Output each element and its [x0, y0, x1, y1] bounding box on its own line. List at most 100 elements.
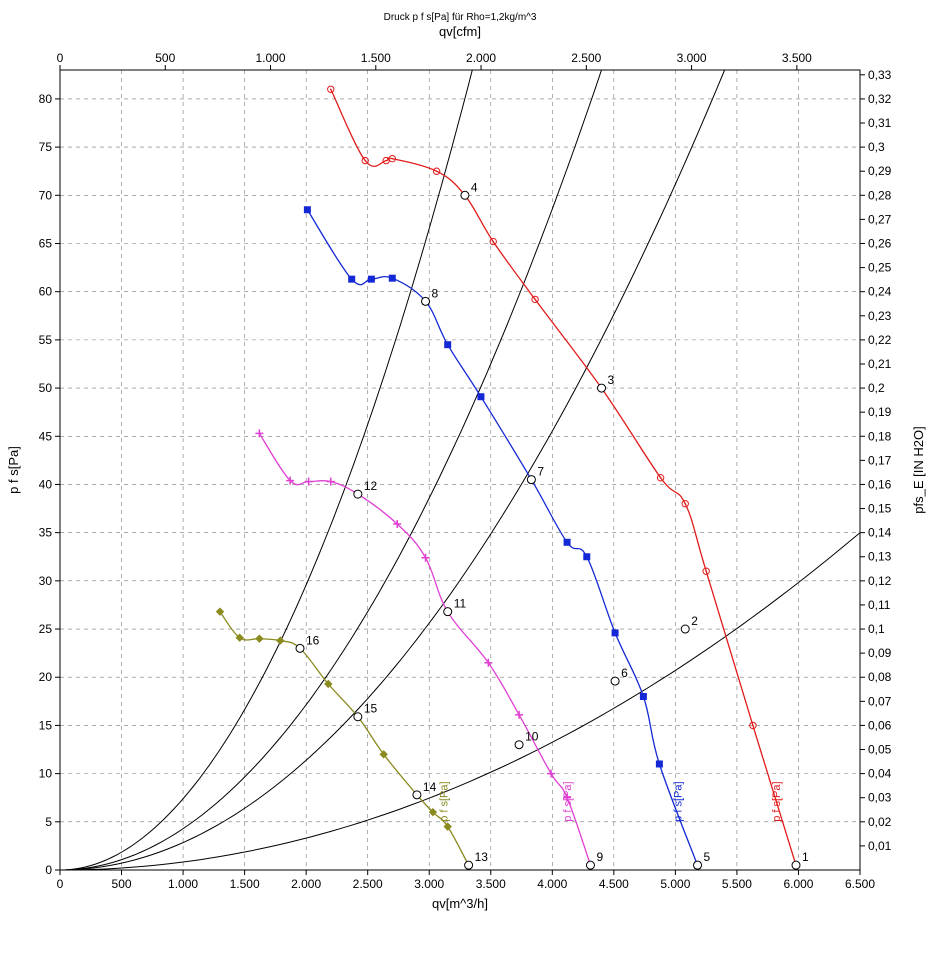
yl-tick: 10 — [39, 767, 53, 781]
op-point-label-16: 16 — [306, 633, 320, 647]
op-point-label-3: 3 — [608, 373, 615, 387]
yr-tick: 0,15 — [868, 502, 892, 516]
pressure-flow-chart: 05001.0001.5002.0002.5003.0003.5004.0004… — [0, 0, 937, 960]
op-point-label-13: 13 — [475, 850, 489, 864]
yl-tick: 30 — [39, 574, 53, 588]
yr-tick: 0,23 — [868, 309, 892, 323]
yr-tick: 0,22 — [868, 333, 892, 347]
xb-tick: 5.500 — [722, 877, 752, 891]
op-point-12 — [354, 490, 362, 498]
yl-tick: 60 — [39, 285, 53, 299]
op-point-7 — [527, 476, 535, 484]
op-point-label-11: 11 — [454, 597, 467, 611]
x-top-title: qv[cfm] — [439, 24, 481, 39]
series-label-s1-red: p f s[Pa] — [771, 781, 783, 821]
yr-tick: 0,25 — [868, 261, 892, 275]
op-point-15 — [354, 713, 362, 721]
op-point-label-8: 8 — [432, 286, 439, 300]
yr-tick: 0,32 — [868, 92, 892, 106]
x-bottom-title: qv[m^3/h] — [432, 896, 488, 911]
yr-tick: 0,21 — [868, 357, 892, 371]
yr-tick: 0,26 — [868, 236, 892, 250]
yr-tick: 0,2 — [868, 381, 885, 395]
yr-tick: 0,14 — [868, 526, 892, 540]
yl-tick: 40 — [39, 477, 53, 491]
xb-tick: 0 — [57, 877, 64, 891]
yr-tick: 0,02 — [868, 815, 892, 829]
xb-tick: 500 — [112, 877, 132, 891]
xt-tick: 3.000 — [677, 51, 707, 65]
op-point-13 — [465, 861, 473, 869]
chart-container: 05001.0001.5002.0002.5003.0003.5004.0004… — [0, 0, 937, 960]
yr-tick: 0,28 — [868, 188, 892, 202]
series-label-s4-olive: p f s[Pa] — [439, 781, 451, 821]
chart-title: Druck p f s[Pa] für Rho=1,2kg/m^3 — [384, 12, 537, 23]
op-point-label-5: 5 — [704, 850, 711, 864]
yr-tick: 0,29 — [868, 164, 892, 178]
yr-tick: 0,1 — [868, 622, 885, 636]
yl-tick: 20 — [39, 670, 53, 684]
yl-tick: 50 — [39, 381, 53, 395]
op-point-1 — [792, 861, 800, 869]
op-point-14 — [413, 791, 421, 799]
op-point-label-10: 10 — [525, 730, 539, 744]
yr-tick: 0,11 — [868, 598, 891, 612]
series-label-s2-blue: p f s[Pa] — [673, 781, 685, 821]
op-point-9 — [586, 861, 594, 869]
series-label-s3-magenta: p f s[Pa] — [562, 781, 574, 821]
yl-tick: 0 — [45, 863, 52, 877]
op-point-label-9: 9 — [596, 850, 603, 864]
yr-tick: 0,27 — [868, 212, 892, 226]
yr-tick: 0,08 — [868, 670, 892, 684]
xb-tick: 6.000 — [783, 877, 813, 891]
xb-tick: 4.000 — [537, 877, 567, 891]
y-left-title: p f s[Pa] — [6, 446, 21, 494]
yl-tick: 80 — [39, 92, 53, 106]
yr-tick: 0,09 — [868, 646, 892, 660]
op-point-10 — [515, 741, 523, 749]
yl-tick: 35 — [39, 526, 53, 540]
op-point-label-15: 15 — [364, 702, 378, 716]
xb-tick: 3.000 — [414, 877, 444, 891]
yr-tick: 0,05 — [868, 743, 892, 757]
op-point-2 — [681, 625, 689, 633]
op-point-label-2: 2 — [691, 614, 698, 628]
op-point-4 — [461, 191, 469, 199]
xb-tick: 1.500 — [230, 877, 260, 891]
op-point-8 — [422, 297, 430, 305]
yr-tick: 0,18 — [868, 429, 892, 443]
yr-tick: 0,04 — [868, 767, 892, 781]
yr-tick: 0,31 — [868, 116, 892, 130]
op-point-6 — [611, 677, 619, 685]
op-point-label-6: 6 — [621, 666, 628, 680]
xb-tick: 3.500 — [476, 877, 506, 891]
yr-tick: 0,3 — [868, 140, 885, 154]
xt-tick: 1.500 — [361, 51, 391, 65]
yr-tick: 0,13 — [868, 550, 892, 564]
yr-tick: 0,17 — [868, 453, 892, 467]
xt-tick: 0 — [57, 51, 64, 65]
xt-tick: 2.000 — [466, 51, 496, 65]
yl-tick: 75 — [39, 140, 53, 154]
yl-tick: 15 — [39, 718, 53, 732]
op-point-5 — [694, 861, 702, 869]
yl-tick: 55 — [39, 333, 53, 347]
op-point-label-12: 12 — [364, 479, 378, 493]
xb-tick: 2.000 — [291, 877, 321, 891]
yr-tick: 0,01 — [868, 839, 892, 853]
xb-tick: 5.000 — [660, 877, 690, 891]
yr-tick: 0,16 — [868, 477, 892, 491]
xb-tick: 6.500 — [845, 877, 875, 891]
xt-tick: 500 — [155, 51, 175, 65]
op-point-label-1: 1 — [802, 850, 809, 864]
yr-tick: 0,06 — [868, 718, 892, 732]
yl-tick: 5 — [45, 815, 52, 829]
yr-tick: 0,24 — [868, 285, 892, 299]
yr-tick: 0,12 — [868, 574, 892, 588]
yr-tick: 0,07 — [868, 694, 892, 708]
op-point-label-14: 14 — [423, 780, 437, 794]
yl-tick: 25 — [39, 622, 53, 636]
yr-tick: 0,03 — [868, 791, 892, 805]
op-point-16 — [296, 644, 304, 652]
y-right-title: pfs_E [IN H2O] — [911, 426, 926, 513]
